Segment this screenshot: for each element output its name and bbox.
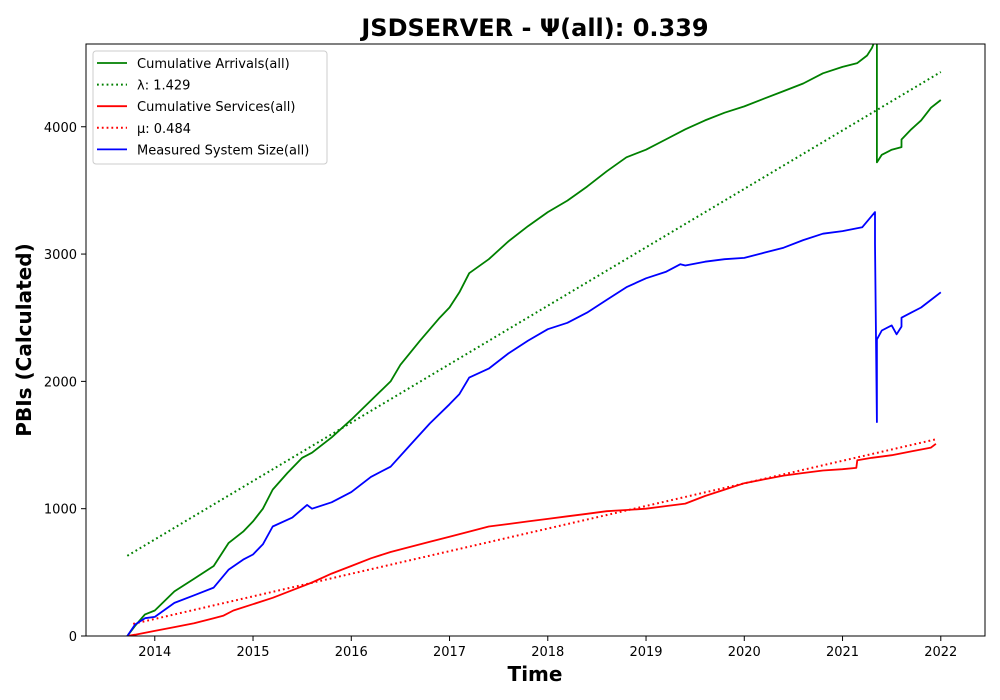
series-line-measured-system-size-all (126, 211, 942, 636)
x-tick-label: 2017 (433, 645, 466, 660)
y-tick-label: 2000 (44, 375, 77, 390)
y-tick-label: 3000 (44, 248, 77, 263)
legend-label: μ: 0.484 (137, 122, 191, 137)
legend-label: Cumulative Arrivals(all) (137, 57, 290, 72)
x-tick-label: 2018 (531, 645, 564, 660)
series-layer (126, 44, 942, 636)
x-axis-label: Time (508, 662, 563, 686)
legend-label: Cumulative Services(all) (137, 100, 295, 115)
x-tick-label: 2019 (629, 645, 662, 660)
legend-label: Measured System Size(all) (137, 143, 309, 158)
x-tick-label: 2020 (728, 645, 761, 660)
legend-label: λ: 1.429 (137, 79, 190, 94)
y-tick-label: 0 (69, 630, 77, 645)
x-tick-label: 2015 (236, 645, 269, 660)
axes-frame (85, 43, 986, 637)
y-tick-label: 1000 (44, 503, 77, 518)
y-tick-label: 4000 (44, 121, 77, 136)
series-line-lambda (126, 71, 942, 557)
y-axis: 0 1000 2000 3000 4000 (44, 121, 86, 645)
x-tick-label: 2016 (335, 645, 368, 660)
series-line-cumulative-arrivals-all (126, 44, 942, 636)
x-tick-label: 2021 (826, 645, 859, 660)
series-line-cumulative-services-all (127, 443, 937, 636)
legend-box (92, 50, 328, 165)
chart-title: JSDSERVER - Ψ(all): 0.339 (359, 14, 708, 42)
legend: Cumulative Arrivals(all) λ: 1.429 Cumulati… (92, 50, 328, 165)
plot-area (85, 43, 986, 637)
x-axis: 2014 2015 2016 2017 2018 2019 2020 2021 2022 (138, 636, 957, 660)
x-tick-label: 2014 (138, 645, 171, 660)
x-tick-label: 2022 (924, 645, 957, 660)
y-axis-label: PBIs (Calculated) (12, 243, 36, 436)
